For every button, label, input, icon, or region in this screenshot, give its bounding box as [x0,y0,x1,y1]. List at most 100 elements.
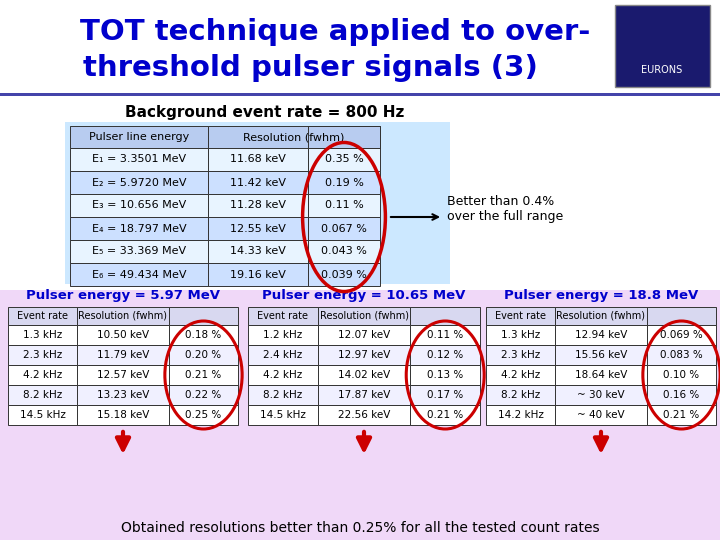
Bar [169,345,238,365]
Bar [0,0,720,290]
Bar [647,307,716,325]
Bar [647,385,716,405]
Text: 0.043 %: 0.043 % [321,246,367,256]
Bar [410,325,480,345]
Bar [208,171,308,194]
Bar [410,385,480,405]
Bar [8,385,77,405]
Text: 0.21 %: 0.21 % [663,410,700,420]
Bar [169,325,238,345]
Bar [0,290,720,540]
Bar [70,126,208,148]
Bar [410,365,480,385]
Bar [169,405,238,425]
Text: 1.3 kHz: 1.3 kHz [23,330,62,340]
Text: Event rate: Event rate [257,311,308,321]
Text: Resolution (fwhm): Resolution (fwhm) [78,311,168,321]
Text: Resolution (fwhm): Resolution (fwhm) [243,132,345,142]
Bar [77,365,169,385]
Text: 8.2 kHz: 8.2 kHz [501,390,540,400]
Text: E₁ = 3.3501 MeV: E₁ = 3.3501 MeV [92,154,186,165]
Text: 1.3 kHz: 1.3 kHz [501,330,540,340]
Bar [647,405,716,425]
Text: Pulser energy = 5.97 MeV: Pulser energy = 5.97 MeV [26,288,220,301]
Text: 4.2 kHz: 4.2 kHz [264,370,302,380]
Bar [77,307,169,325]
Bar [248,365,318,385]
Text: 1.2 kHz: 1.2 kHz [264,330,302,340]
Text: 11.28 keV: 11.28 keV [230,200,286,211]
Text: E₆ = 49.434 MeV: E₆ = 49.434 MeV [91,269,186,280]
Text: 0.039 %: 0.039 % [321,269,367,280]
Text: 2.3 kHz: 2.3 kHz [501,350,540,360]
Bar [248,325,318,345]
Text: ~ 40 keV: ~ 40 keV [577,410,625,420]
Bar [8,405,77,425]
Text: 8.2 kHz: 8.2 kHz [23,390,62,400]
Text: Pulser energy = 18.8 MeV: Pulser energy = 18.8 MeV [504,288,698,301]
Bar [555,405,647,425]
Text: 14.5 kHz: 14.5 kHz [19,410,66,420]
Text: Resolution (fwhm): Resolution (fwhm) [557,311,646,321]
Bar [65,122,450,284]
Bar [77,405,169,425]
Bar [8,325,77,345]
Text: 0.067 %: 0.067 % [321,224,367,233]
Text: 0.10 %: 0.10 % [663,370,700,380]
Text: 0.21 %: 0.21 % [427,410,464,420]
Text: 0.13 %: 0.13 % [427,370,464,380]
Text: Better than 0.4%
over the full range: Better than 0.4% over the full range [447,195,563,223]
Text: 12.94 keV: 12.94 keV [575,330,627,340]
Text: 11.79 keV: 11.79 keV [96,350,149,360]
Text: 2.3 kHz: 2.3 kHz [23,350,62,360]
Text: 0.16 %: 0.16 % [663,390,700,400]
Bar [208,240,308,263]
Text: 0.11 %: 0.11 % [427,330,464,340]
Bar [169,307,238,325]
Text: 13.23 keV: 13.23 keV [96,390,149,400]
Bar [308,263,380,286]
Text: 18.64 keV: 18.64 keV [575,370,627,380]
Bar [308,171,380,194]
Text: 12.57 keV: 12.57 keV [96,370,149,380]
Bar [77,345,169,365]
Text: 12.97 keV: 12.97 keV [338,350,390,360]
Text: 12.07 keV: 12.07 keV [338,330,390,340]
Text: Pulser energy = 10.65 MeV: Pulser energy = 10.65 MeV [262,288,466,301]
Bar [486,365,555,385]
Text: 0.11 %: 0.11 % [325,200,364,211]
Bar [308,240,380,263]
Text: 4.2 kHz: 4.2 kHz [501,370,540,380]
Text: E₃ = 10.656 MeV: E₃ = 10.656 MeV [92,200,186,211]
Bar [70,148,208,171]
Text: 12.55 keV: 12.55 keV [230,224,286,233]
Bar [308,194,380,217]
Text: 0.25 %: 0.25 % [185,410,222,420]
Bar [318,405,410,425]
Text: 17.87 keV: 17.87 keV [338,390,390,400]
Bar [248,405,318,425]
Bar [308,126,380,148]
Text: 0.069 %: 0.069 % [660,330,703,340]
Text: 0.21 %: 0.21 % [185,370,222,380]
Bar [8,365,77,385]
Bar [208,126,380,148]
Bar [318,307,410,325]
Bar [208,263,308,286]
Bar [555,307,647,325]
Text: Resolution (fwhm): Resolution (fwhm) [320,311,408,321]
Bar [248,307,318,325]
Bar [248,345,318,365]
Text: 0.19 %: 0.19 % [325,178,364,187]
Text: TOT technique applied to over-: TOT technique applied to over- [80,18,590,46]
Text: 19.16 keV: 19.16 keV [230,269,286,280]
Bar [8,307,77,325]
Text: 22.56 keV: 22.56 keV [338,410,390,420]
Bar [318,385,410,405]
Bar [486,405,555,425]
Text: 0.22 %: 0.22 % [185,390,222,400]
Bar [70,240,208,263]
Text: 0.12 %: 0.12 % [427,350,464,360]
Text: 11.68 keV: 11.68 keV [230,154,286,165]
Bar [77,325,169,345]
